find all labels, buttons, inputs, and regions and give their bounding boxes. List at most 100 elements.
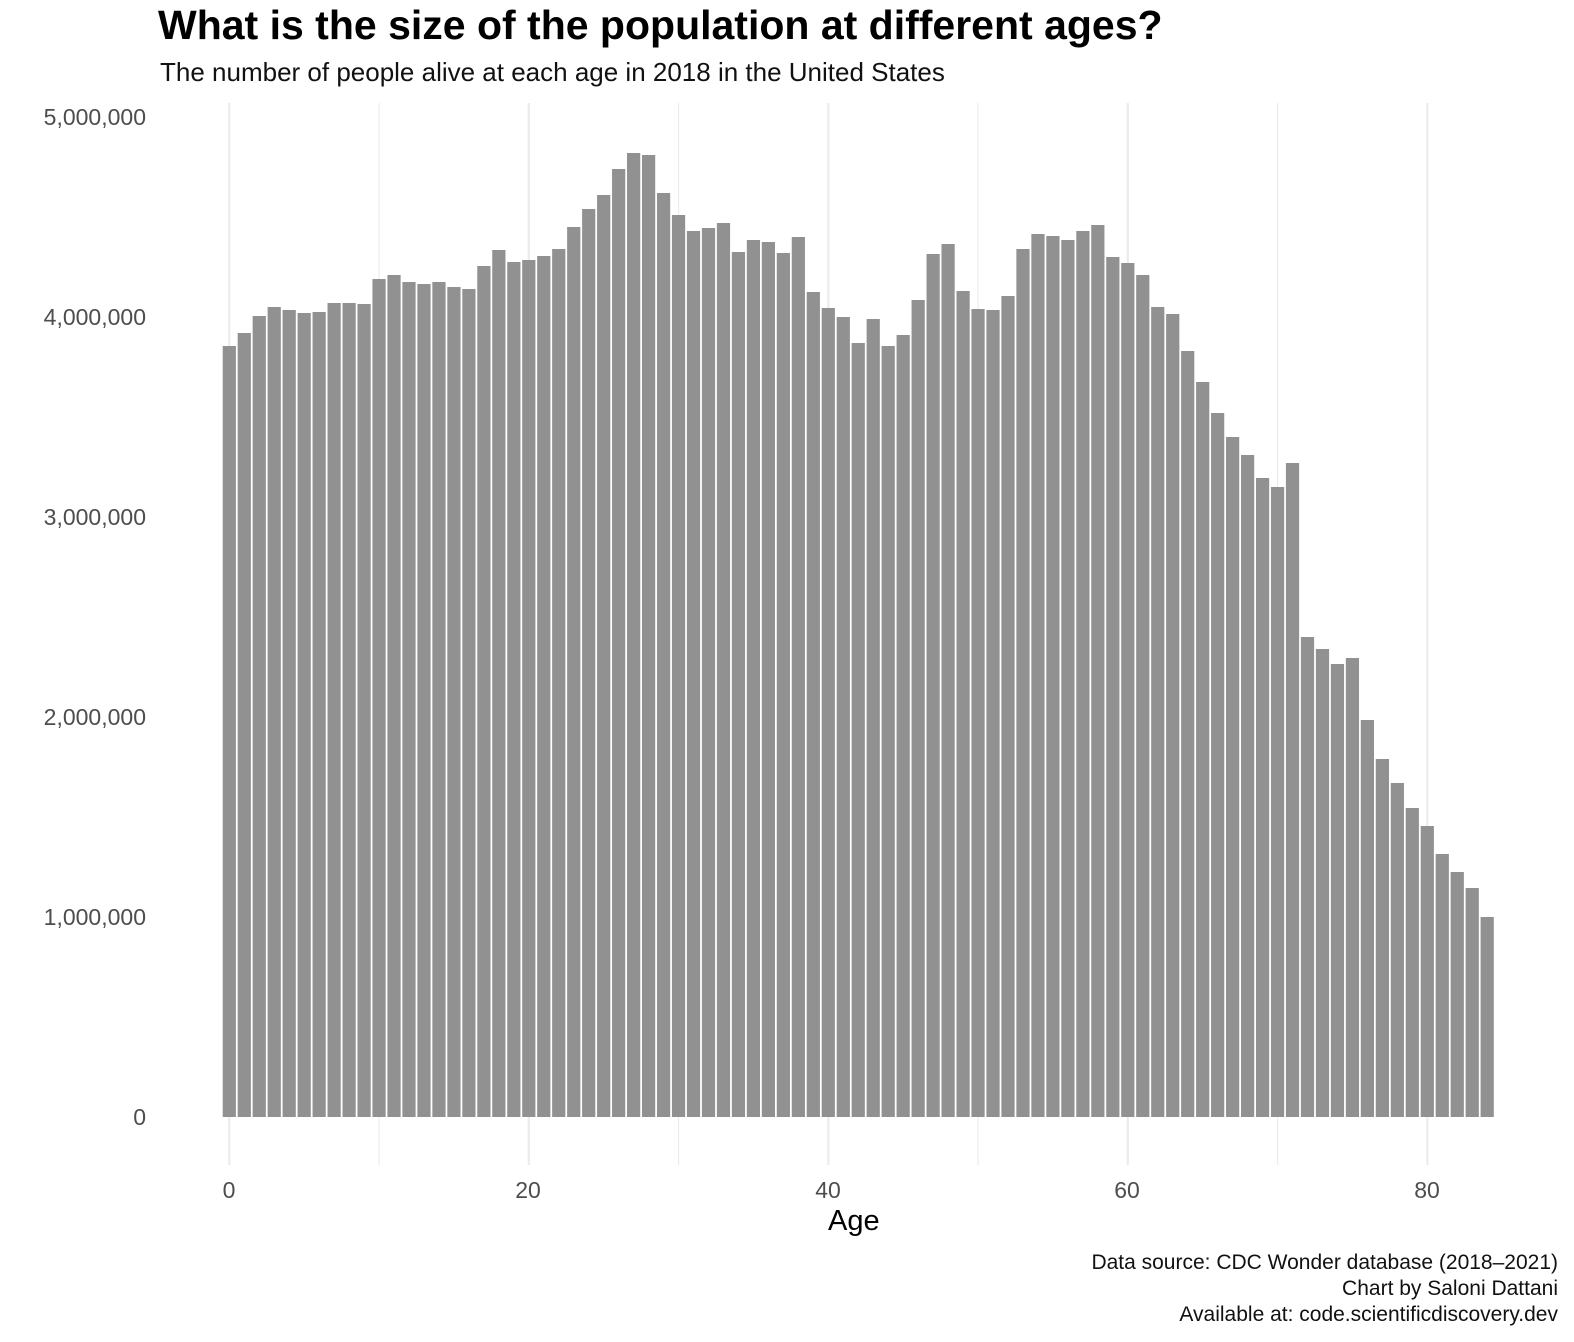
bar-age-30 bbox=[671, 215, 686, 1117]
bar-age-69 bbox=[1255, 478, 1270, 1117]
chart-title: What is the size of the population at di… bbox=[158, 2, 1163, 48]
bar-age-66 bbox=[1211, 413, 1225, 1117]
y-tick-label: 1,000,000 bbox=[43, 904, 146, 930]
bar-age-42 bbox=[851, 343, 865, 1117]
bar-age-79 bbox=[1405, 808, 1419, 1117]
bar-age-61 bbox=[1136, 275, 1150, 1117]
bar-age-71 bbox=[1285, 463, 1300, 1117]
caption-url: Available at: code.scientificdiscovery.d… bbox=[1179, 1303, 1558, 1326]
bar-age-41 bbox=[836, 317, 850, 1117]
bar-age-34 bbox=[731, 252, 746, 1117]
bar-age-21 bbox=[537, 256, 551, 1117]
bar-age-11 bbox=[387, 275, 401, 1117]
bar-age-47 bbox=[926, 254, 940, 1117]
bar-age-56 bbox=[1061, 240, 1075, 1117]
bar-age-38 bbox=[791, 237, 805, 1117]
bar-age-27 bbox=[627, 153, 641, 1117]
bar-age-45 bbox=[896, 335, 910, 1117]
bar-age-48 bbox=[941, 244, 955, 1117]
bar-age-31 bbox=[686, 231, 701, 1117]
bar-age-2 bbox=[252, 316, 266, 1117]
bar-age-84 bbox=[1480, 917, 1494, 1117]
y-tick-label: 4,000,000 bbox=[43, 304, 146, 330]
bar-age-7 bbox=[327, 303, 341, 1117]
bar-age-13 bbox=[417, 284, 431, 1117]
bar-age-3 bbox=[267, 307, 281, 1117]
bar-age-70 bbox=[1270, 487, 1285, 1117]
bar-age-1 bbox=[237, 333, 251, 1117]
x-axis-title: Age bbox=[828, 1205, 880, 1237]
y-tick-label: 3,000,000 bbox=[43, 504, 146, 530]
bar-age-0 bbox=[222, 346, 236, 1117]
bar-age-24 bbox=[582, 209, 596, 1117]
bar-age-29 bbox=[656, 193, 671, 1117]
bar-age-53 bbox=[1016, 249, 1030, 1117]
bar-age-68 bbox=[1241, 455, 1255, 1117]
bar-age-64 bbox=[1181, 351, 1195, 1117]
bar-age-6 bbox=[312, 312, 326, 1117]
bar-age-33 bbox=[716, 223, 731, 1117]
bar-age-73 bbox=[1315, 649, 1330, 1117]
bar-age-10 bbox=[372, 279, 386, 1117]
bar-age-32 bbox=[701, 228, 716, 1117]
bar-age-17 bbox=[477, 266, 491, 1117]
bar-age-50 bbox=[971, 309, 985, 1117]
bar-age-83 bbox=[1465, 888, 1479, 1117]
y-tick-label: 0 bbox=[133, 1104, 146, 1130]
chart-caption: Data source: CDC Wonder database (2018–2… bbox=[1091, 1250, 1558, 1328]
bar-age-52 bbox=[1001, 296, 1015, 1117]
bar-series bbox=[222, 153, 1494, 1117]
bar-age-80 bbox=[1420, 826, 1434, 1117]
bar-age-37 bbox=[776, 253, 790, 1117]
x-tick-label: 80 bbox=[1414, 1177, 1440, 1203]
bar-age-18 bbox=[492, 250, 506, 1117]
bar-age-19 bbox=[507, 262, 521, 1117]
caption-data-source: Data source: CDC Wonder database (2018–2… bbox=[1091, 1251, 1558, 1274]
x-tick-label: 20 bbox=[515, 1177, 541, 1203]
bar-age-77 bbox=[1375, 759, 1389, 1117]
x-tick-label: 0 bbox=[222, 1177, 236, 1203]
bar-age-26 bbox=[612, 169, 626, 1117]
bar-age-75 bbox=[1345, 658, 1360, 1117]
bar-age-43 bbox=[866, 319, 880, 1117]
bar-age-28 bbox=[642, 155, 656, 1117]
bar-age-58 bbox=[1091, 225, 1105, 1117]
bar-age-22 bbox=[552, 249, 566, 1117]
bar-age-55 bbox=[1046, 236, 1060, 1117]
bar-age-36 bbox=[761, 242, 775, 1117]
bar-age-12 bbox=[402, 282, 416, 1117]
bar-age-74 bbox=[1330, 664, 1345, 1117]
bar-age-5 bbox=[297, 313, 311, 1117]
bar-age-25 bbox=[597, 195, 611, 1117]
bar-age-8 bbox=[342, 303, 356, 1117]
bar-age-67 bbox=[1226, 437, 1240, 1117]
bar-age-15 bbox=[447, 287, 461, 1117]
bar-age-14 bbox=[432, 282, 446, 1117]
y-tick-label: 5,000,000 bbox=[43, 104, 146, 130]
caption-author: Chart by Saloni Dattani bbox=[1342, 1277, 1558, 1300]
bar-age-39 bbox=[806, 292, 820, 1117]
bar-age-63 bbox=[1166, 314, 1180, 1117]
bar-age-16 bbox=[462, 289, 476, 1117]
bar-age-78 bbox=[1390, 783, 1404, 1117]
y-tick-label: 2,000,000 bbox=[43, 704, 146, 730]
x-tick-label: 40 bbox=[815, 1177, 841, 1203]
bar-age-9 bbox=[357, 304, 371, 1117]
bar-age-4 bbox=[282, 310, 296, 1117]
bar-age-54 bbox=[1031, 234, 1045, 1117]
bar-age-59 bbox=[1106, 257, 1120, 1117]
bar-age-81 bbox=[1435, 854, 1449, 1117]
chart-subtitle: The number of people alive at each age i… bbox=[160, 57, 945, 87]
bar-age-46 bbox=[911, 300, 925, 1117]
bar-age-76 bbox=[1360, 720, 1374, 1117]
bar-age-62 bbox=[1151, 307, 1165, 1117]
bar-age-23 bbox=[567, 227, 581, 1117]
x-tick-label: 60 bbox=[1114, 1177, 1140, 1203]
bar-age-44 bbox=[881, 346, 895, 1117]
bar-age-57 bbox=[1076, 231, 1090, 1117]
bar-age-72 bbox=[1300, 637, 1315, 1117]
bar-age-65 bbox=[1196, 382, 1210, 1117]
bar-age-35 bbox=[746, 240, 761, 1117]
bar-age-20 bbox=[522, 260, 536, 1117]
